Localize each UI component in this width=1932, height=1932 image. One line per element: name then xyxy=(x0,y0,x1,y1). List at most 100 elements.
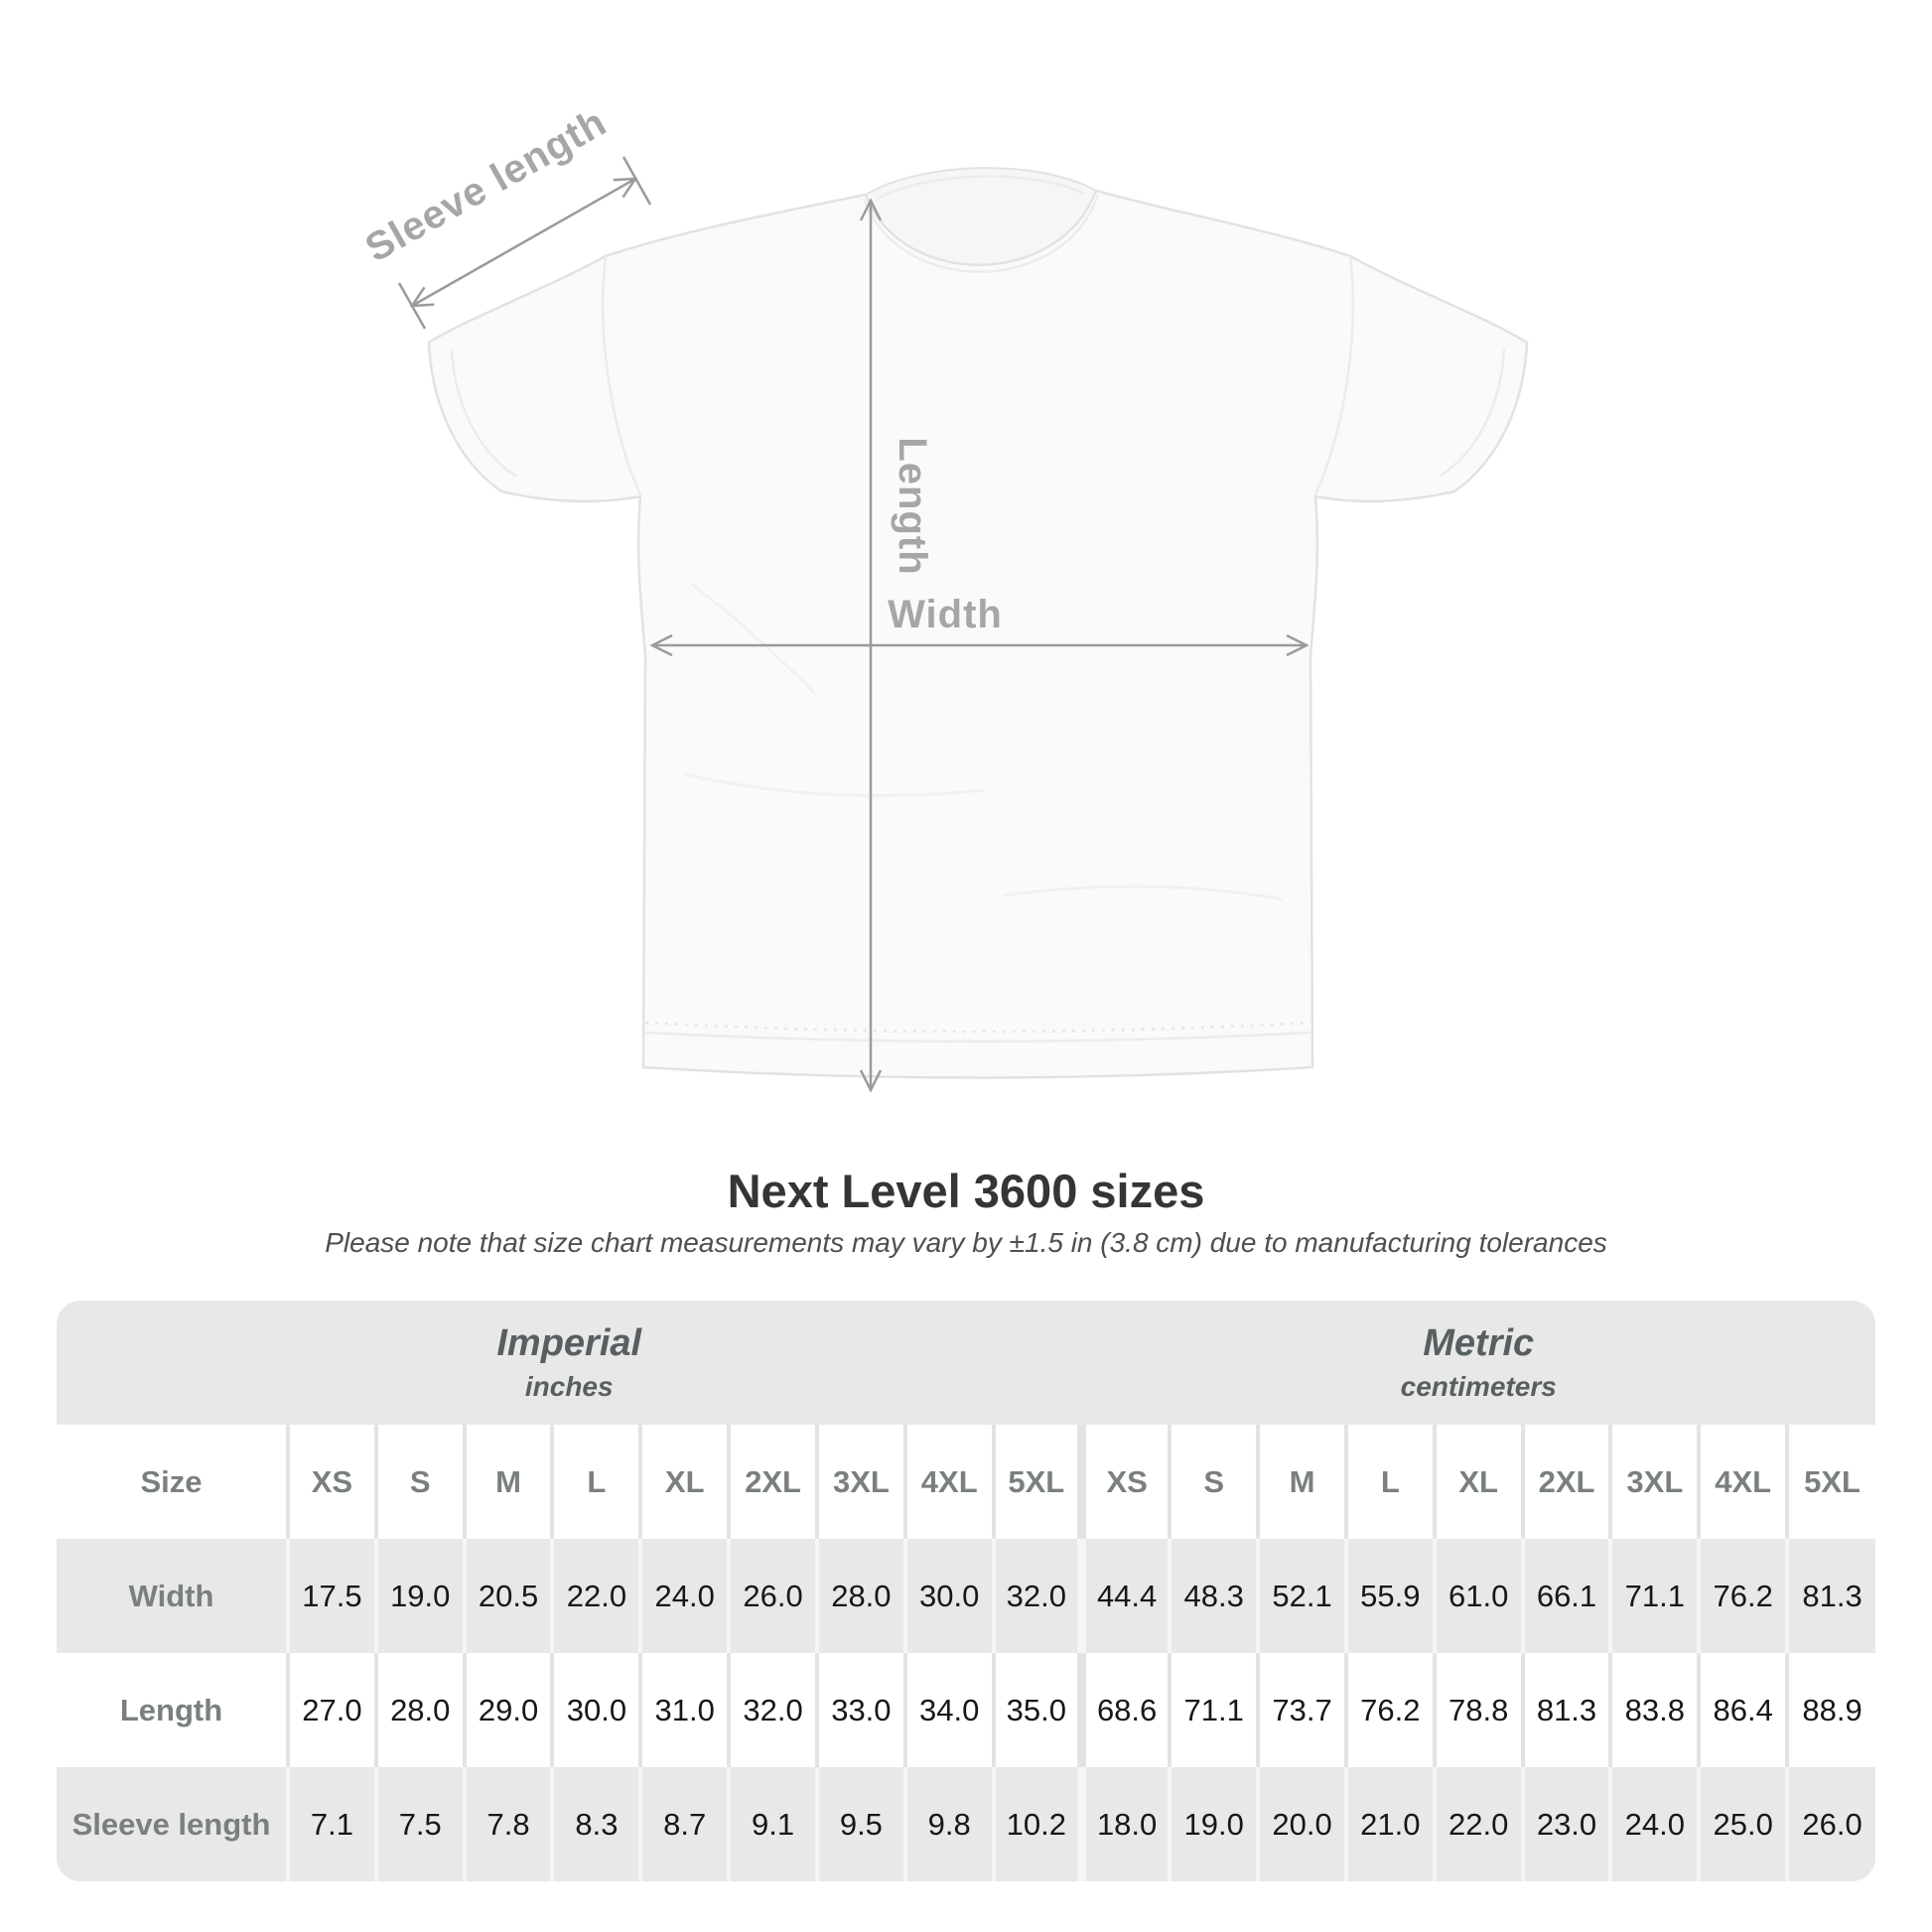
measurement-cell: 71.1 xyxy=(1608,1539,1700,1653)
collar-seams xyxy=(862,175,1100,273)
measurement-cell: 88.9 xyxy=(1785,1653,1875,1767)
sleeve-seams xyxy=(450,255,1506,495)
tolerance-note: Please note that size chart measurements… xyxy=(325,1227,1607,1258)
measurement-cell: 44.4 xyxy=(1076,1539,1171,1653)
metric-name: Metric xyxy=(1423,1321,1535,1364)
measurement-cell: 9.5 xyxy=(814,1767,905,1881)
measurement-cell: 30.0 xyxy=(550,1653,641,1767)
unit-header-row: Imperial inches Metric centimeters xyxy=(57,1301,1875,1425)
measurement-cell: 76.2 xyxy=(1697,1539,1788,1653)
length-row: Length 27.0 28.0 29.0 30.0 31.0 32.0 33.… xyxy=(57,1653,1875,1767)
measurement-cell: 17.5 xyxy=(286,1539,376,1653)
row-label-sleeve-length: Sleeve length xyxy=(57,1767,288,1881)
measurement-cell: 81.3 xyxy=(1520,1653,1611,1767)
measurement-cell: 26.0 xyxy=(727,1539,817,1653)
unit-group-imperial: Imperial inches xyxy=(57,1301,1082,1425)
tshirt-graphic xyxy=(427,167,1529,1079)
measurement-cell: 31.0 xyxy=(638,1653,730,1767)
measurement-cell: 20.5 xyxy=(462,1539,553,1653)
size-col-header: 4XL xyxy=(1697,1425,1788,1539)
measurement-cell: 73.7 xyxy=(1256,1653,1346,1767)
size-col-header: S xyxy=(1168,1425,1259,1539)
measurement-cell: 81.3 xyxy=(1785,1539,1875,1653)
measurement-cell: 9.1 xyxy=(727,1767,817,1881)
measurement-cell: 10.2 xyxy=(991,1767,1082,1881)
measurement-cell: 30.0 xyxy=(902,1539,994,1653)
measurement-cell: 21.0 xyxy=(1343,1767,1435,1881)
measurement-cell: 20.0 xyxy=(1256,1767,1346,1881)
measurement-cell: 28.0 xyxy=(373,1653,465,1767)
measurement-cell: 23.0 xyxy=(1520,1767,1611,1881)
size-col-header: 3XL xyxy=(814,1425,905,1539)
measurement-cell: 25.0 xyxy=(1697,1767,1788,1881)
measurement-cell: 83.8 xyxy=(1608,1653,1700,1767)
size-col-header: 4XL xyxy=(902,1425,994,1539)
measurement-cell: 55.9 xyxy=(1343,1539,1435,1653)
measurement-cell: 76.2 xyxy=(1343,1653,1435,1767)
size-col-header: S xyxy=(373,1425,465,1539)
measurement-cell: 28.0 xyxy=(814,1539,905,1653)
size-col-header: 5XL xyxy=(991,1425,1082,1539)
measurement-cell: 7.8 xyxy=(462,1767,553,1881)
measurement-cell: 18.0 xyxy=(1076,1767,1171,1881)
measurement-cell: 32.0 xyxy=(991,1539,1082,1653)
row-label-size: Size xyxy=(57,1425,288,1539)
size-col-header: L xyxy=(1343,1425,1435,1539)
measurement-cell: 27.0 xyxy=(286,1653,376,1767)
measurement-cell: 22.0 xyxy=(550,1539,641,1653)
measurement-cell: 68.6 xyxy=(1076,1653,1171,1767)
width-label: Width xyxy=(888,593,1003,636)
measurement-cell: 52.1 xyxy=(1256,1539,1346,1653)
size-col-header: 5XL xyxy=(1785,1425,1875,1539)
size-col-header: 2XL xyxy=(1520,1425,1611,1539)
size-col-header: XS xyxy=(286,1425,376,1539)
size-col-header: 2XL xyxy=(727,1425,817,1539)
measurement-cell: 29.0 xyxy=(462,1653,553,1767)
measurement-cell: 61.0 xyxy=(1432,1539,1523,1653)
measurement-cell: 26.0 xyxy=(1785,1767,1875,1881)
measurement-cell: 34.0 xyxy=(902,1653,994,1767)
sleeve-tick-end xyxy=(621,156,652,206)
size-col-header: M xyxy=(462,1425,553,1539)
size-header-row: Size XS S M L XL 2XL 3XL 4XL 5XL XS S M … xyxy=(57,1425,1875,1539)
measurement-cell: 8.7 xyxy=(638,1767,730,1881)
size-col-header: M xyxy=(1256,1425,1346,1539)
measurement-cell: 86.4 xyxy=(1697,1653,1788,1767)
measurement-cell: 19.0 xyxy=(1168,1767,1259,1881)
measurement-cell: 22.0 xyxy=(1432,1767,1523,1881)
hem-seams xyxy=(644,1021,1311,1043)
measurement-cell: 78.8 xyxy=(1432,1653,1523,1767)
measurement-cell: 33.0 xyxy=(814,1653,905,1767)
measurement-cell: 9.8 xyxy=(902,1767,994,1881)
metric-unit: centimeters xyxy=(1400,1371,1557,1403)
measurement-cell: 7.1 xyxy=(286,1767,376,1881)
sleeve-length-row: Sleeve length 7.1 7.5 7.8 8.3 8.7 9.1 9.… xyxy=(57,1767,1875,1881)
measurement-cell: 8.3 xyxy=(550,1767,641,1881)
measurement-cell: 35.0 xyxy=(991,1653,1082,1767)
measurement-cell: 24.0 xyxy=(1608,1767,1700,1881)
size-col-header: XS xyxy=(1076,1425,1171,1539)
size-col-header: 3XL xyxy=(1608,1425,1700,1539)
size-table-container: Imperial inches Metric centimeters Size … xyxy=(57,1301,1875,1881)
width-row: Width 17.5 19.0 20.5 22.0 24.0 26.0 28.0… xyxy=(57,1539,1875,1653)
imperial-name: Imperial xyxy=(496,1321,642,1364)
length-label: Length xyxy=(891,437,934,575)
chart-title: Next Level 3600 sizes xyxy=(727,1165,1205,1217)
imperial-unit: inches xyxy=(524,1371,614,1403)
tshirt-body xyxy=(427,189,1529,1079)
size-col-header: XL xyxy=(638,1425,730,1539)
measurement-cell: 32.0 xyxy=(727,1653,817,1767)
measurement-cell: 71.1 xyxy=(1168,1653,1259,1767)
unit-group-metric: Metric centimeters xyxy=(1081,1301,1875,1425)
measurement-cell: 66.1 xyxy=(1520,1539,1611,1653)
sleeve-length-arrow xyxy=(397,156,652,330)
measurement-cell: 7.5 xyxy=(373,1767,465,1881)
tshirt-measurement-diagram: Sleeve length Length Width xyxy=(358,100,1529,1152)
sleeve-tick-start xyxy=(397,282,427,330)
size-table: Imperial inches Metric centimeters Size … xyxy=(57,1301,1875,1881)
row-label-width: Width xyxy=(57,1539,288,1653)
measurement-cell: 48.3 xyxy=(1168,1539,1259,1653)
sleeve-length-label: Sleeve length xyxy=(358,100,614,271)
size-col-header: XL xyxy=(1432,1425,1523,1539)
